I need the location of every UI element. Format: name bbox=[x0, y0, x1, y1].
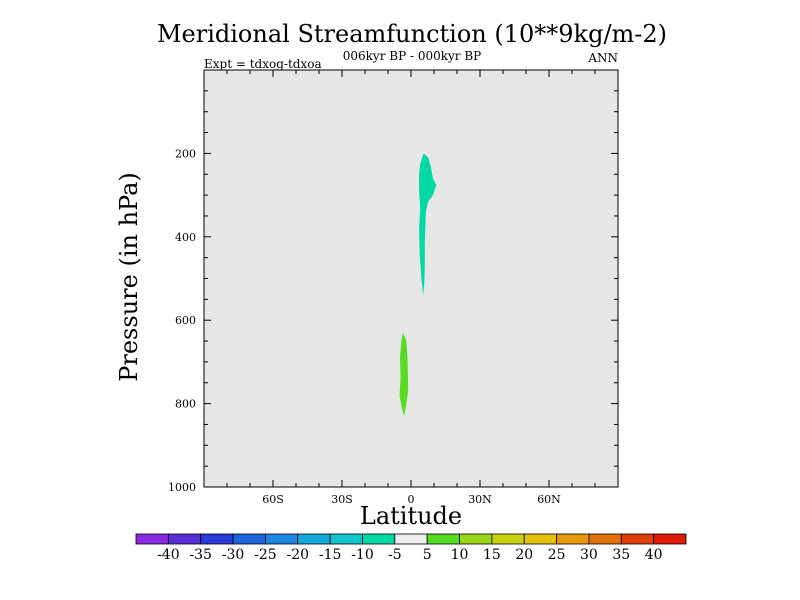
colorbar-label-14: 35 bbox=[612, 547, 630, 563]
x-tick-label-3: 30N bbox=[468, 493, 492, 506]
colorbar-label-3: -25 bbox=[254, 547, 277, 563]
y-axis-label: Pressure (in hPa) bbox=[115, 172, 143, 382]
colorbar-swatch-11 bbox=[491, 533, 525, 545]
colorbar-label-1: -35 bbox=[189, 547, 212, 563]
colorbar-label-15: 40 bbox=[645, 547, 663, 563]
colorbar-swatch-3 bbox=[232, 533, 266, 545]
x-tick-label-1: 30S bbox=[331, 493, 353, 506]
x-tick-label-4: 60N bbox=[537, 493, 561, 506]
colorbar-label-8: 5 bbox=[423, 547, 432, 563]
chart-subtitle-left: Expt = tdxog-tdxoa bbox=[204, 57, 322, 71]
colorbar-label-11: 20 bbox=[515, 547, 533, 563]
colorbar-label-7: -5 bbox=[388, 547, 402, 563]
colorbar-swatch-13 bbox=[556, 533, 590, 545]
y-tick-label-4: 1000 bbox=[168, 481, 196, 494]
colorbar-swatch-10 bbox=[459, 533, 493, 545]
contour-feature-1 bbox=[399, 332, 409, 417]
colorbar-swatch-8 bbox=[394, 533, 428, 545]
colorbar-label-9: 10 bbox=[451, 547, 469, 563]
plot-background bbox=[203, 69, 619, 488]
colorbar: -40 -35 -30 -25 -20 -15 -10 -5 5 10 15 20 25 30 35 40 bbox=[135, 533, 687, 563]
colorbar-swatch-15 bbox=[620, 533, 655, 545]
colorbar-swatch-5 bbox=[297, 533, 331, 545]
y-tick-label-3: 800 bbox=[175, 398, 196, 411]
colorbar-label-0: -40 bbox=[157, 547, 180, 563]
contour-feature-0 bbox=[419, 153, 437, 296]
colorbar-swatch-12 bbox=[523, 533, 557, 545]
colorbar-swatch-2 bbox=[200, 533, 234, 545]
chart-title: Meridional Streamfunction (10**9kg/m-2) bbox=[157, 20, 667, 48]
colorbar-swatch-6 bbox=[329, 533, 363, 545]
chart-subtitle-right: ANN bbox=[587, 51, 618, 65]
colorbar-swatch-9 bbox=[426, 533, 460, 545]
colorbar-label-12: 25 bbox=[548, 547, 566, 563]
chart-subtitle-center: 006kyr BP - 000kyr BP bbox=[343, 49, 481, 63]
colorbar-swatch-7 bbox=[362, 533, 396, 545]
colorbar-label-5: -15 bbox=[319, 547, 342, 563]
colorbar-label-13: 30 bbox=[580, 547, 598, 563]
colorbar-swatch-0 bbox=[135, 533, 169, 545]
y-tick-label-0: 200 bbox=[175, 147, 196, 160]
colorbar-swatch-1 bbox=[167, 533, 202, 545]
colorbar-label-2: -30 bbox=[222, 547, 245, 563]
colorbar-swatch-16 bbox=[653, 533, 687, 545]
colorbar-swatch-4 bbox=[265, 533, 299, 545]
colorbar-label-4: -20 bbox=[286, 547, 309, 563]
x-axis-label: Latitude bbox=[360, 502, 462, 530]
colorbar-label-10: 15 bbox=[483, 547, 501, 563]
x-tick-label-2: 0 bbox=[408, 493, 415, 506]
axes: 60S 30S 0 30N 60N 200 400 600 800 1000 bbox=[168, 70, 618, 506]
y-tick-label-2: 600 bbox=[175, 314, 196, 327]
y-tick-label-1: 400 bbox=[175, 231, 196, 244]
colorbar-swatch-14 bbox=[588, 533, 622, 545]
contour-features bbox=[399, 153, 437, 417]
x-tick-label-0: 60S bbox=[262, 493, 284, 506]
colorbar-label-6: -10 bbox=[351, 547, 374, 563]
plot-frame bbox=[203, 69, 619, 488]
